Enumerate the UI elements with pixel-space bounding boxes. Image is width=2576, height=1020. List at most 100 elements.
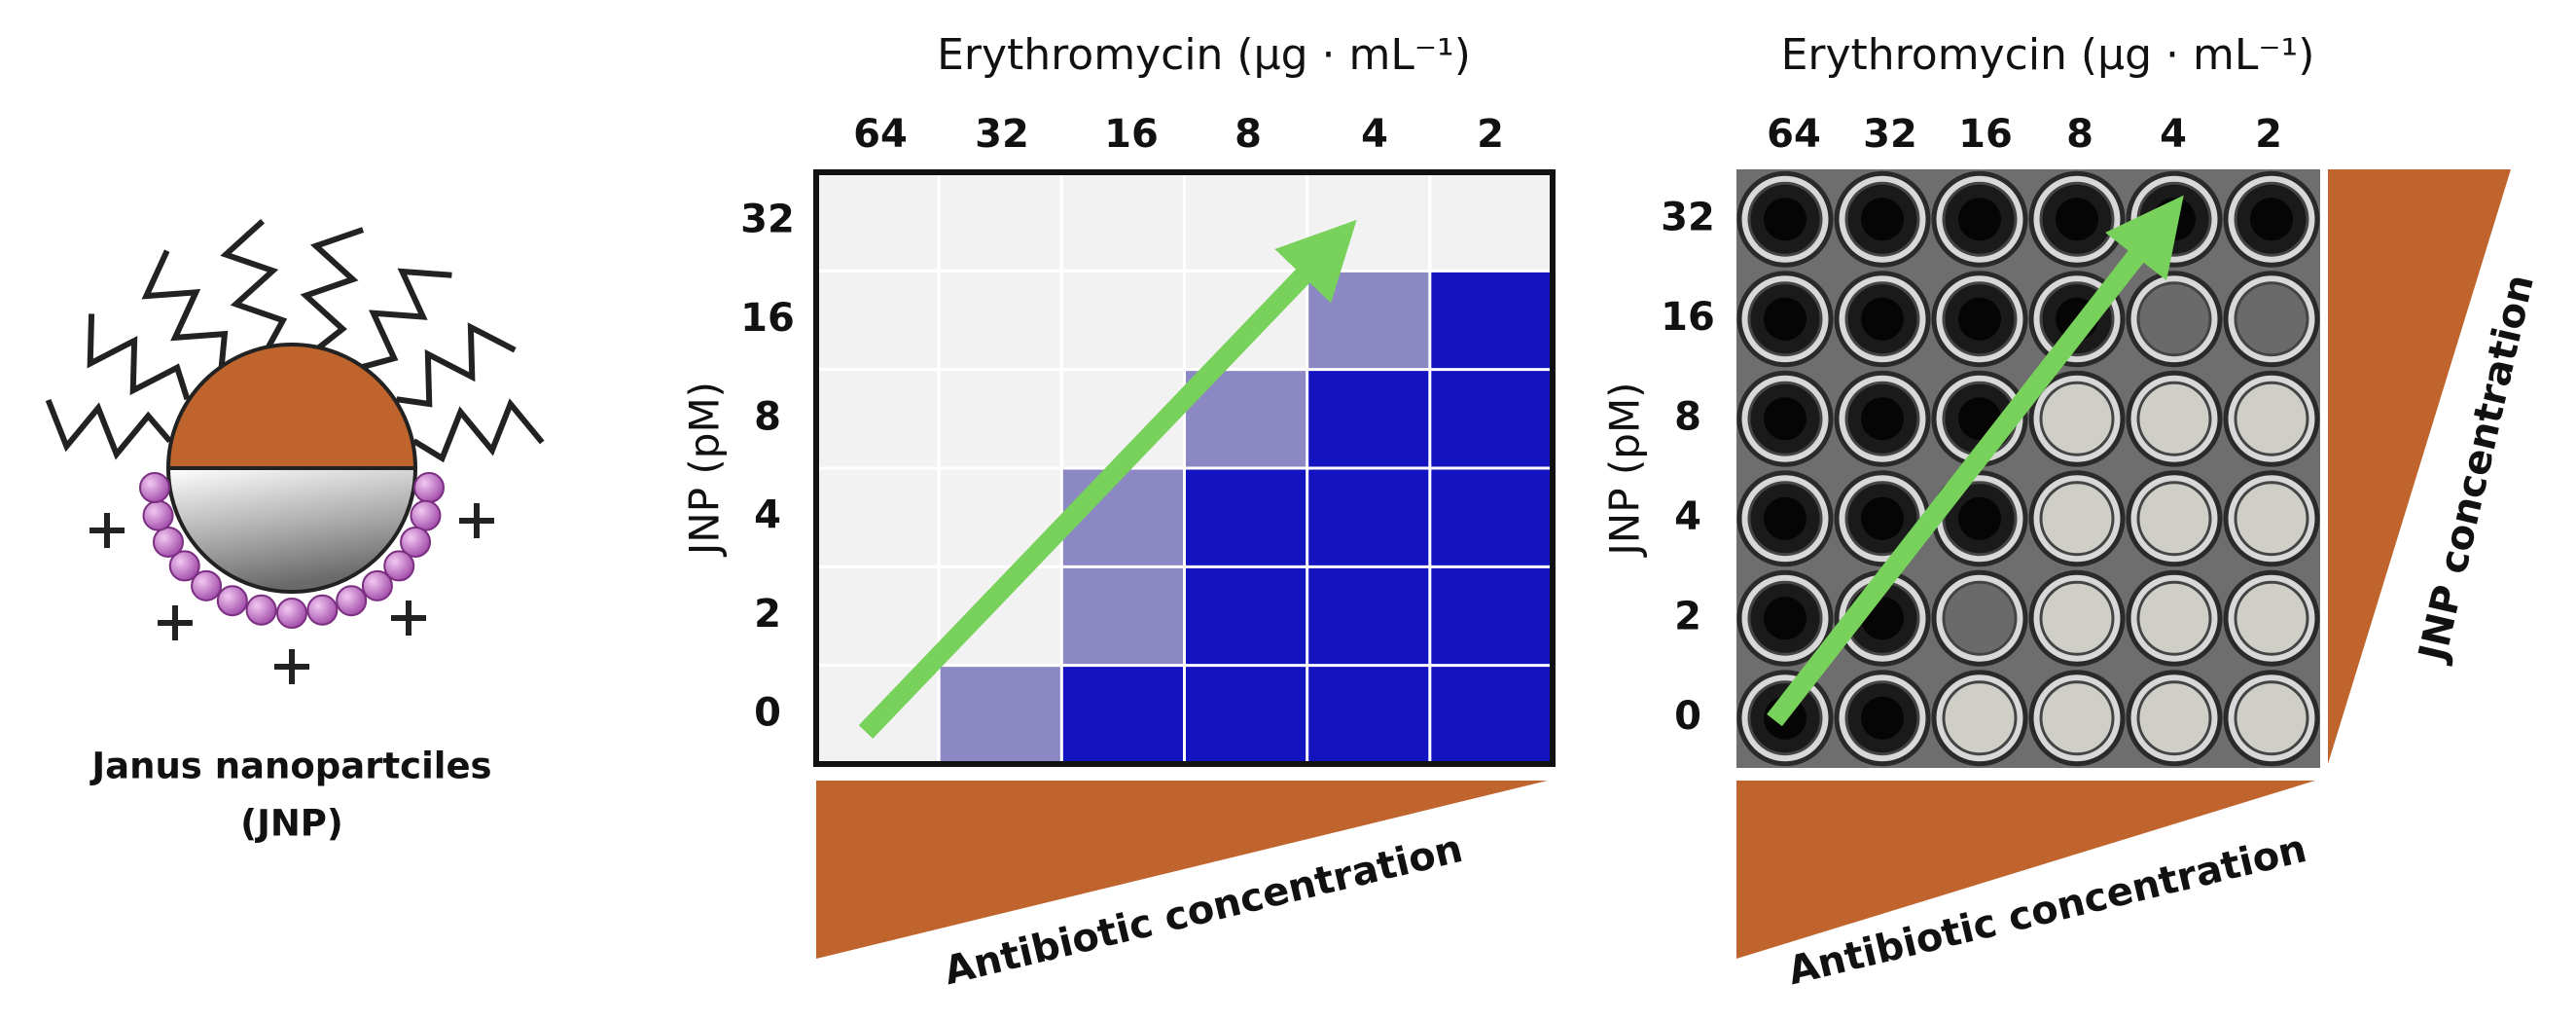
- x-title: Erythromycin (μg · mL⁻¹): [937, 30, 1471, 80]
- well-core: [1764, 198, 1807, 241]
- column-label: 2: [2255, 112, 2282, 157]
- ligand-chain: [220, 219, 288, 351]
- column-label: 16: [1958, 112, 2013, 157]
- well: [2039, 680, 2115, 756]
- cell: [1061, 566, 1185, 666]
- column-label: 2: [1477, 112, 1504, 157]
- well-core: [2153, 198, 2196, 241]
- column-label: 8: [2066, 112, 2093, 157]
- plus-sign: [89, 513, 125, 548]
- row-label: 8: [1674, 394, 1701, 439]
- np-bottom: [165, 466, 418, 594]
- ligand-chain: [45, 398, 172, 460]
- ligand-chain: [87, 313, 191, 401]
- cell: [1429, 369, 1553, 468]
- cell: [1306, 369, 1430, 468]
- cell: [1184, 566, 1307, 666]
- cell: [1306, 170, 1432, 273]
- ligand-chain: [361, 268, 452, 370]
- well-core: [2250, 198, 2293, 241]
- bead: [245, 594, 277, 626]
- cell: [937, 269, 1063, 372]
- column-label: 8: [1234, 112, 1262, 157]
- well-core: [1861, 496, 1904, 540]
- bead: [191, 569, 223, 601]
- cell: [1306, 566, 1430, 666]
- np-caption: (JNP): [240, 803, 343, 845]
- well-core: [1958, 198, 2001, 241]
- well-core: [1958, 496, 2001, 540]
- bead: [142, 499, 174, 531]
- plus-sign: [158, 605, 193, 640]
- plus-sign: [459, 503, 494, 538]
- heatmap-panel: Erythromycin (μg · mL⁻¹) 64 32 16 8 4 2 32 16 8 4 2…: [681, 30, 1556, 994]
- cell: [939, 665, 1062, 764]
- cell: [937, 368, 1063, 470]
- ligand-chain: [300, 227, 365, 352]
- well: [1942, 680, 2018, 756]
- bead: [152, 526, 184, 558]
- row-label: 32: [1661, 195, 1715, 239]
- bead: [216, 585, 248, 617]
- cell: [1061, 665, 1185, 764]
- well: [2234, 281, 2309, 357]
- cell: [814, 565, 941, 668]
- y-gradient: [2328, 169, 2511, 764]
- row-label: 2: [754, 592, 781, 637]
- cell: [1059, 170, 1187, 273]
- well: [2039, 481, 2115, 557]
- x-title: Erythromycin (μg · mL⁻¹): [1781, 30, 2315, 80]
- well: [2136, 481, 2212, 557]
- cell: [1183, 170, 1309, 273]
- bead: [168, 550, 200, 582]
- well-core: [1861, 696, 1904, 740]
- green-arrow: [1767, 195, 2184, 727]
- well: [2234, 381, 2309, 456]
- x-gradient: [1736, 781, 2315, 959]
- well: [2234, 580, 2309, 656]
- bead: [413, 472, 445, 503]
- well: [2136, 580, 2212, 656]
- cell: [814, 466, 941, 568]
- bead: [276, 598, 307, 629]
- nanoparticle: [45, 219, 545, 684]
- row-label: 4: [1674, 494, 1701, 539]
- bead: [410, 499, 442, 531]
- cell: [814, 269, 941, 372]
- row-label: 8: [754, 394, 781, 439]
- plate-bg: [1736, 169, 2320, 768]
- column-label: 64: [1767, 112, 1821, 157]
- bead: [336, 585, 368, 617]
- plus-sign: [391, 601, 426, 636]
- ligand-chain: [411, 398, 545, 463]
- well-core: [1764, 597, 1807, 640]
- ligand-chain: [141, 249, 229, 368]
- row-label: 0: [1674, 694, 1701, 739]
- well-core: [1764, 397, 1807, 441]
- plate-panel: Erythromycin (μg · mL⁻¹) 64 32 16 8 4 2 32 16 8 4 2…: [1601, 30, 2544, 994]
- well: [2234, 680, 2309, 756]
- cell: [1184, 468, 1307, 567]
- well: [2136, 680, 2212, 756]
- column-label: 32: [975, 112, 1029, 157]
- plus-sign: [274, 649, 309, 684]
- cell: [1429, 566, 1553, 666]
- cell: [1306, 271, 1430, 370]
- well: [2136, 281, 2212, 357]
- cell: [1306, 665, 1430, 764]
- well-core: [1861, 397, 1904, 441]
- y-title: JNP (pM): [1601, 382, 1649, 558]
- cell: [1428, 170, 1555, 273]
- row-label: 32: [740, 198, 795, 242]
- well-core: [1861, 297, 1904, 341]
- row-label: 4: [754, 493, 781, 538]
- well-core: [1764, 297, 1807, 341]
- well-core: [1764, 496, 1807, 540]
- column-label: 16: [1104, 112, 1159, 157]
- well: [2136, 381, 2212, 456]
- row-label: 0: [754, 690, 781, 735]
- well: [1942, 580, 2018, 656]
- well-core: [2056, 198, 2098, 241]
- np-top: [165, 343, 418, 470]
